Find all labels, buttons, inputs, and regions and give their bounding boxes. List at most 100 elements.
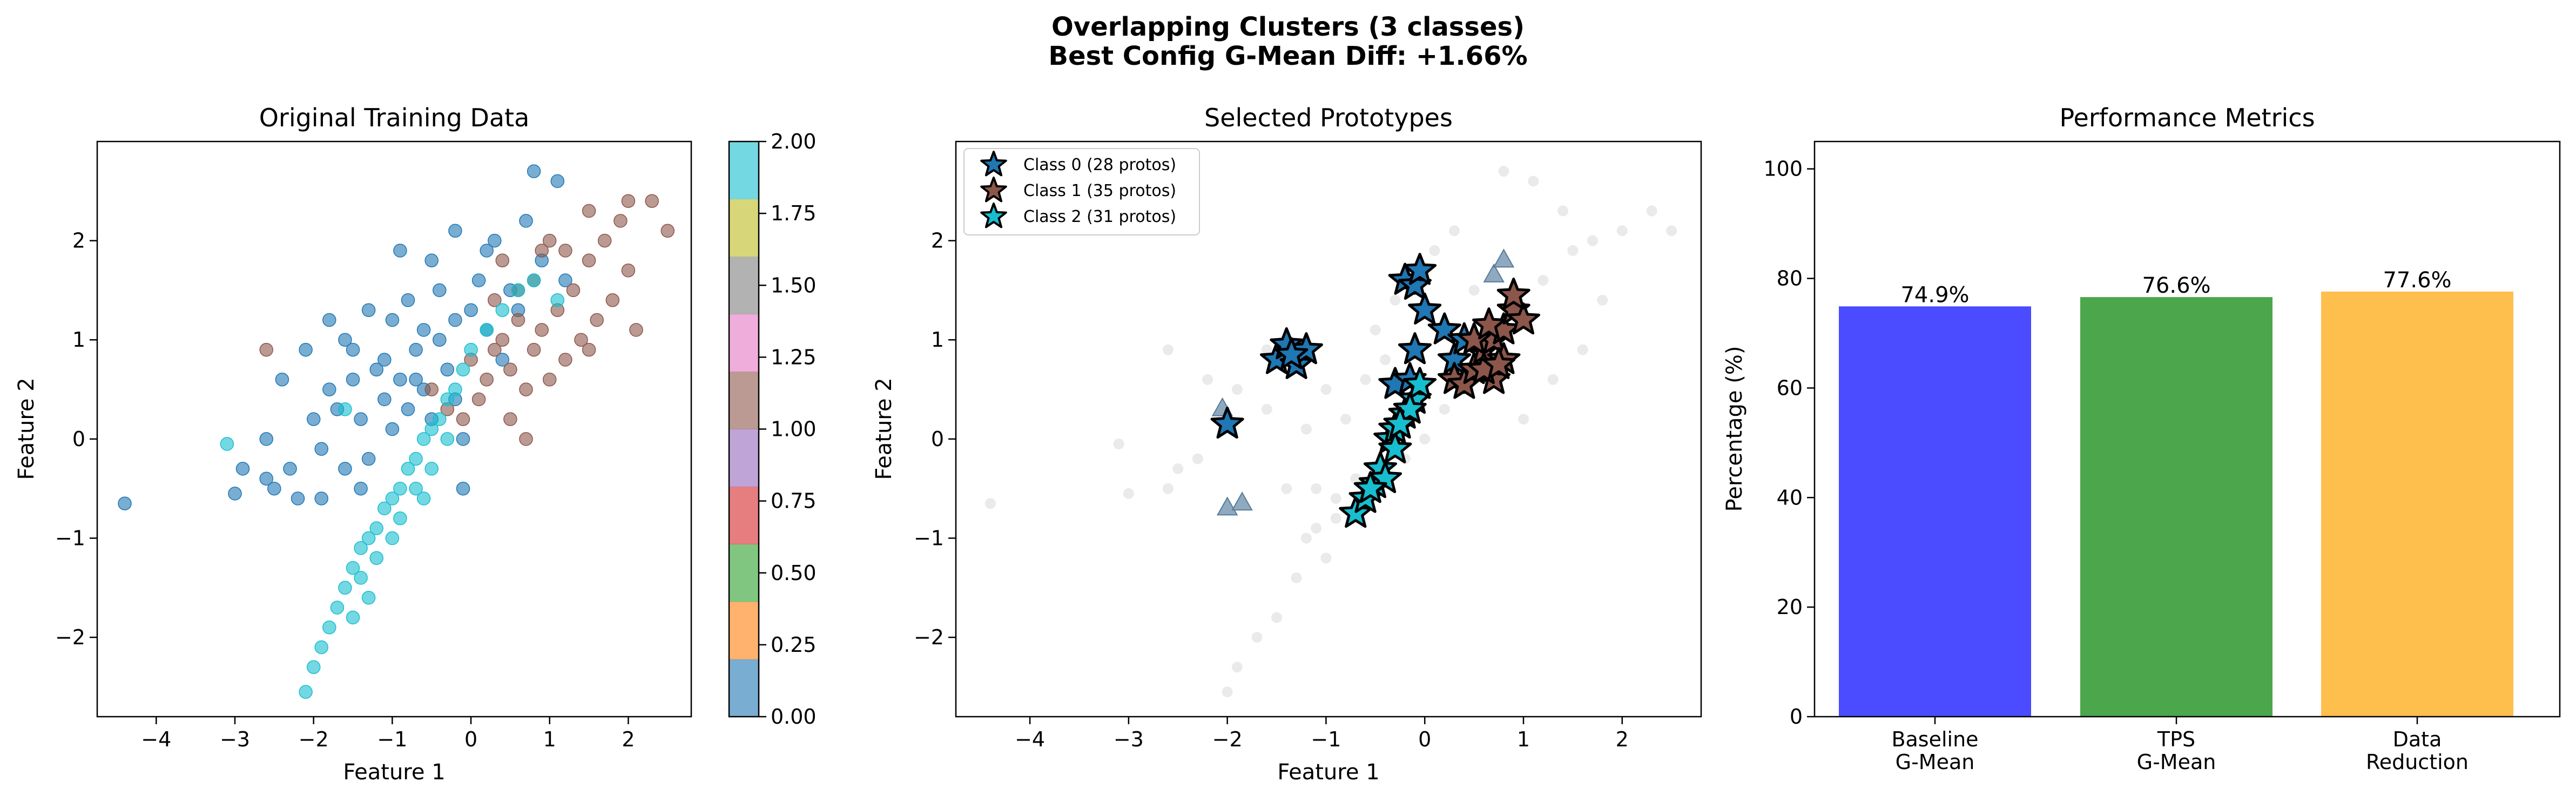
class0-point: [495, 353, 510, 367]
panel1-xtick-label: −4: [141, 727, 171, 751]
class2-point: [369, 551, 383, 565]
panel2-xtick-label: 0: [1418, 727, 1431, 751]
class0-point: [283, 462, 297, 476]
class2-point: [401, 462, 415, 476]
class0-prototype: [1274, 337, 1309, 369]
panel3-category-label: TPS: [2157, 727, 2195, 751]
background-point: [1261, 403, 1272, 415]
triangle-marker: [1483, 263, 1505, 282]
class2-point: [495, 303, 510, 317]
class2-point: [338, 581, 352, 595]
class0-point: [433, 283, 447, 298]
panel3-ytick-label: 0: [1790, 705, 1803, 729]
class1-point: [629, 323, 643, 337]
background-point: [1468, 285, 1480, 296]
class0-point: [299, 342, 313, 357]
colorbar-tick-label: 1.00: [771, 417, 817, 441]
class0-point: [369, 362, 383, 377]
legend-marker-class2: [980, 203, 1007, 228]
class2-point: [314, 640, 328, 655]
panel2-xlabel: Feature 1: [1277, 760, 1379, 785]
class0-point: [228, 487, 242, 501]
colorbar-segment: [729, 487, 759, 544]
background-point: [1390, 294, 1401, 306]
colorbar-tick-label: 1.75: [771, 201, 817, 225]
legend-entry-class0: Class 0 (28 protos): [1023, 156, 1176, 174]
colorbar-segment: [729, 257, 759, 314]
class2-point: [354, 571, 368, 585]
class1-point: [613, 214, 628, 228]
background-point: [1666, 225, 1677, 237]
class0-point: [401, 293, 415, 307]
bar-value-label: 77.6%: [2383, 268, 2451, 293]
panel1-ytick-label: −2: [55, 625, 85, 649]
background-point: [1360, 374, 1371, 385]
class2-point: [464, 342, 478, 357]
class0-prototype: [1408, 292, 1442, 325]
colorbar: 0.00 0.25 0.50 0.75 1.00 1.25 1.50 1.75 2.00: [728, 130, 817, 729]
class0-point: [354, 481, 368, 496]
panel2-ytick-label: 0: [931, 427, 944, 451]
panel2-ytick-label: 1: [931, 328, 944, 352]
class2-point: [550, 293, 565, 307]
background-point: [1616, 225, 1628, 237]
bar-value-label: 74.9%: [1900, 282, 1969, 307]
class0-point: [259, 471, 273, 486]
class0-point: [291, 491, 305, 506]
class0-point: [322, 382, 336, 396]
class0-point: [488, 233, 502, 248]
class0-point: [346, 342, 360, 357]
class1-point: [424, 382, 439, 396]
class0-point: [558, 273, 572, 287]
class1-point: [259, 342, 273, 357]
background-point: [1163, 483, 1174, 494]
class1-point: [488, 342, 502, 357]
bar-0: [1839, 306, 2031, 717]
class2-prototype: [1383, 406, 1417, 439]
panel3-y-ticks: 0 20 40 60 80 100: [1763, 157, 1815, 729]
colorbar-tick-label: 2.00: [771, 130, 817, 153]
class2-point: [220, 437, 234, 451]
class0-point: [314, 442, 328, 456]
panel1-ytick-label: 1: [72, 328, 85, 352]
background-point: [1300, 533, 1312, 544]
panel2-xtick-label: −1: [1311, 727, 1341, 751]
background-point: [1518, 414, 1529, 425]
background-point: [1537, 275, 1549, 286]
background-point: [1271, 612, 1282, 623]
class0-point: [306, 412, 321, 426]
class0-point: [354, 412, 368, 426]
triangle-marker: [1216, 496, 1238, 516]
panel2-xtick-label: 2: [1616, 727, 1629, 751]
panel1-xtick-label: 0: [464, 727, 477, 751]
class0-point: [393, 244, 407, 258]
background-point: [1231, 384, 1243, 395]
class0-point: [401, 402, 415, 416]
panel2-frame: [955, 140, 1702, 718]
original-data-panel: Original Training Data −4 −3 −2 −1 0 1 2 −2 −1 0…: [14, 103, 817, 785]
panel2-title: Selected Prototypes: [1204, 103, 1453, 132]
class0-point: [322, 313, 336, 327]
class2-point: [299, 685, 313, 699]
class0-prototype: [1427, 312, 1461, 345]
background-point: [1429, 245, 1440, 256]
class2-point: [440, 432, 455, 446]
class0-point: [235, 462, 250, 476]
class1-point: [495, 253, 510, 268]
colorbar-segment: [729, 372, 759, 429]
class1-point: [566, 283, 581, 298]
class2-prototype: [1378, 431, 1412, 463]
class0-point: [338, 333, 352, 347]
panel3-category-label: Reduction: [2366, 750, 2469, 774]
class0-point: [456, 481, 470, 496]
panel3-title: Performance Metrics: [2059, 103, 2315, 132]
class2-prototype: [1353, 471, 1387, 503]
class1-point: [519, 382, 533, 396]
background-point: [1370, 324, 1381, 335]
class2-point: [377, 501, 392, 516]
panel1-ytick-label: −1: [55, 526, 85, 550]
colorbar-tick-label: 0.75: [771, 489, 817, 513]
background-point: [1498, 166, 1509, 177]
panel3-category-label: G-Mean: [2137, 750, 2216, 774]
panel3-category-label: Baseline: [1891, 727, 1978, 751]
